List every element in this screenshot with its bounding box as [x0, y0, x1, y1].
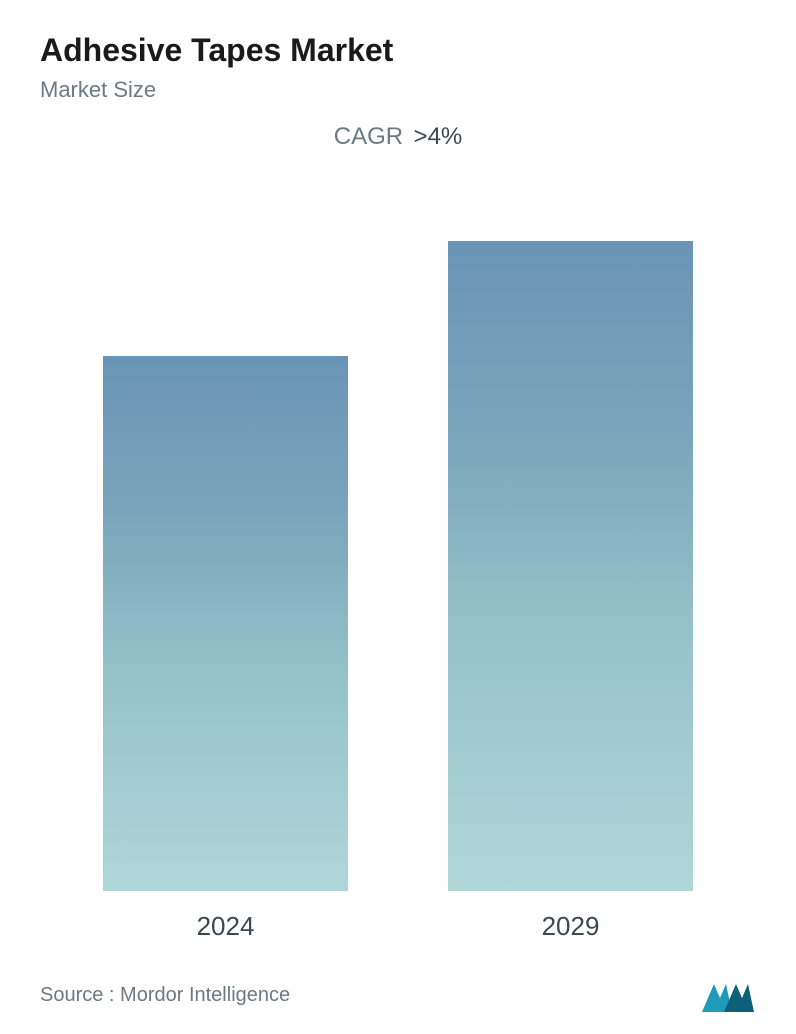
cagr-row: CAGR >4%	[40, 123, 756, 151]
brand-logo-icon	[700, 976, 756, 1014]
bar-label-0: 2024	[197, 911, 255, 942]
bar-1	[448, 241, 693, 891]
source-text: Source : Mordor Intelligence	[40, 984, 290, 1007]
bar-wrapper-1: 2029	[448, 161, 693, 942]
chart-title: Adhesive Tapes Market	[40, 32, 756, 69]
bar-label-1: 2029	[542, 911, 600, 942]
bar-0	[103, 356, 348, 891]
chart-subtitle: Market Size	[40, 77, 756, 103]
cagr-label: CAGR	[334, 123, 403, 150]
footer: Source : Mordor Intelligence	[40, 952, 756, 1014]
cagr-value: >4%	[414, 123, 463, 150]
chart-area: 2024 2029	[40, 161, 756, 942]
chart-container: Adhesive Tapes Market Market Size CAGR >…	[0, 0, 796, 1034]
bar-wrapper-0: 2024	[103, 161, 348, 942]
